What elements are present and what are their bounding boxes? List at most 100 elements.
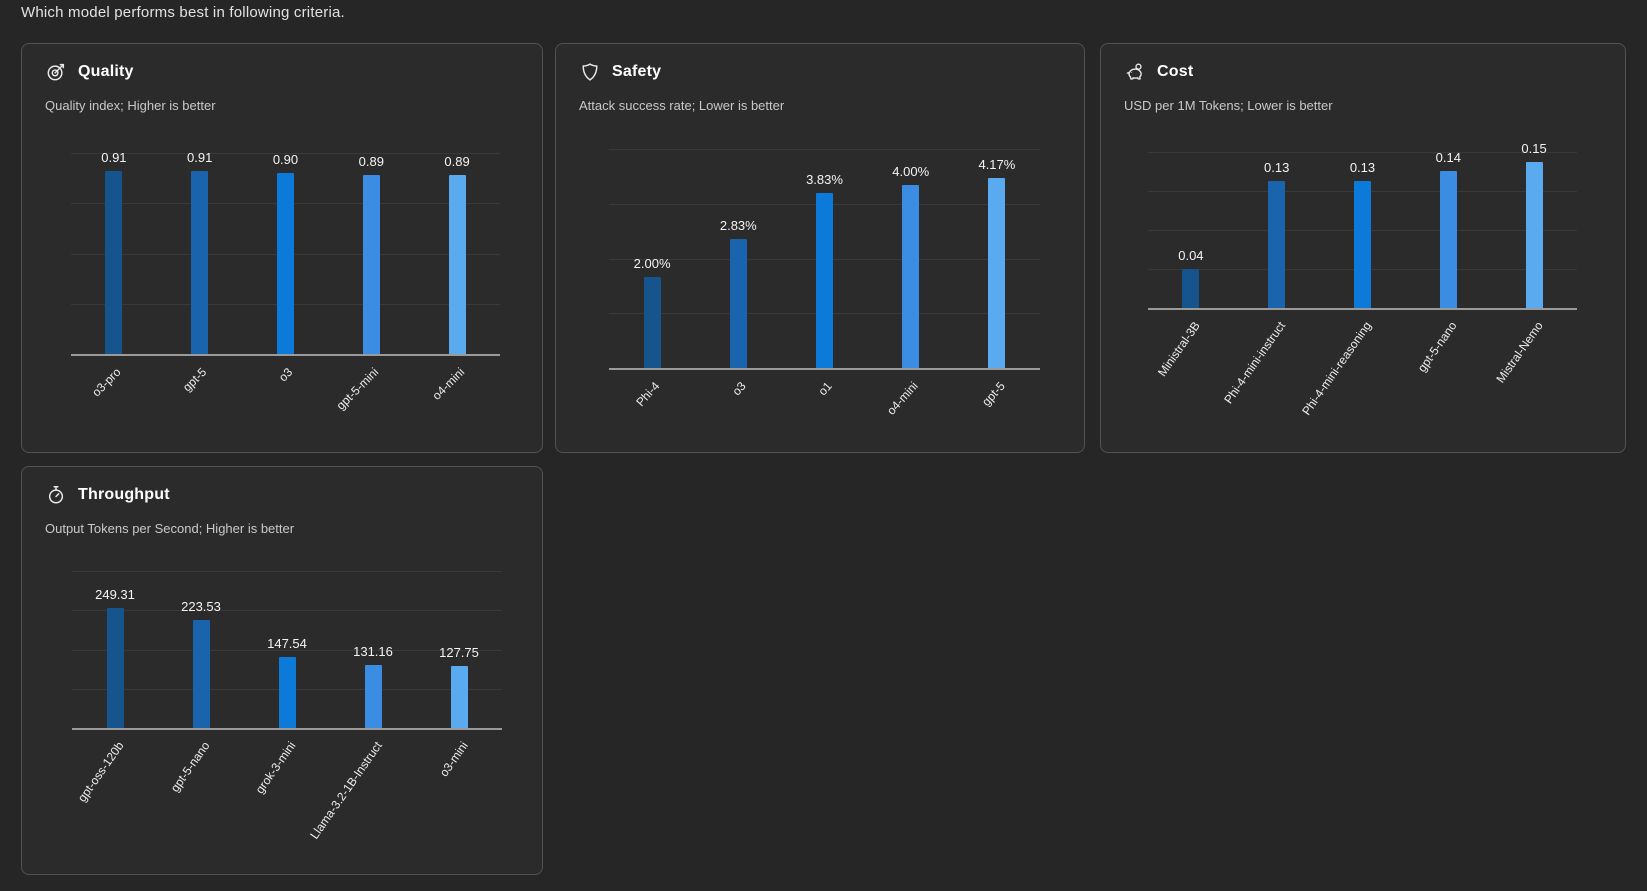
x-axis-label: gpt-5-nano — [1415, 319, 1460, 375]
cost-bar-chart: 0.04 0.13 0.13 0.14 0.15 Ministral-3B Phi-4-mi… — [1148, 141, 1577, 418]
bar-o3-pro — [105, 171, 123, 354]
x-axis-label: o3-mini — [436, 739, 471, 780]
bar-slot: 2.00% — [609, 149, 695, 368]
gridline — [72, 610, 502, 612]
bar-slot: 2.83% — [695, 149, 781, 368]
x-axis-label: Ministral-3B — [1154, 319, 1203, 379]
bar-o3-mini — [450, 666, 468, 728]
gridline — [1148, 152, 1577, 153]
bar-slot: 0.91 — [157, 150, 243, 354]
bar-grok-3-mini — [278, 657, 296, 728]
bar-value-label: 3.83% — [806, 172, 843, 187]
bar-slot: 223.53 — [158, 571, 244, 728]
bar-value-label: 147.54 — [267, 636, 307, 651]
bar-value-label: 0.14 — [1435, 150, 1461, 165]
x-axis-label: o3-pro — [89, 365, 124, 400]
bar-value-label: 0.15 — [1521, 141, 1547, 156]
bar-slot: 249.31 — [72, 571, 158, 728]
safety-card-header: Safety — [556, 44, 1084, 83]
x-axis-label: Llama-3.2-1B-Instruct — [306, 739, 385, 842]
bar-Phi-4 — [643, 277, 661, 368]
bar-value-label: 131.16 — [353, 644, 393, 659]
bar-value-label: 249.31 — [95, 587, 135, 602]
bar-slot: 0.13 — [1234, 152, 1320, 308]
bar-slot: 0.13 — [1320, 152, 1406, 308]
bar-gpt-5-nano — [192, 620, 210, 728]
bar-Ministral-3B — [1182, 269, 1200, 308]
gridline — [609, 149, 1040, 150]
throughput-bar-chart: 249.31 223.53 147.54 131.16 127.75 gpt-oss-12… — [72, 571, 502, 842]
throughput-card-header: Throughput — [22, 467, 542, 506]
bar-value-label: 127.75 — [439, 645, 479, 660]
target-arrow-icon — [45, 61, 67, 83]
bar-value-label: 0.04 — [1178, 248, 1204, 263]
bar-value-label: 2.00% — [633, 256, 671, 271]
gridline — [72, 649, 502, 651]
card-title: Throughput — [78, 486, 170, 503]
bar-value-label: 0.89 — [444, 154, 470, 169]
bar-value-label: 0.13 — [1349, 160, 1376, 175]
x-axis-label: o3 — [729, 379, 749, 399]
card-subtitle: Output Tokens per Second; Higher is bett… — [45, 521, 295, 536]
x-axis-label: Phi-4 — [633, 379, 663, 410]
bar-slot: 0.91 — [71, 150, 157, 354]
page-title: Which model performs best in following c… — [21, 4, 345, 21]
x-axis-label: gpt-5-mini — [333, 365, 382, 413]
bar-slot: 0.14 — [1405, 150, 1491, 308]
card-title: Quality — [78, 63, 134, 80]
bar-value-label: 0.91 — [187, 150, 213, 165]
bar-value-label: 4.17% — [978, 157, 1016, 172]
safety-card: Safety Attack success rate; Lower is bet… — [555, 43, 1085, 453]
cost-card: Cost USD per 1M Tokens; Lower is better … — [1100, 43, 1626, 453]
bar-o1 — [816, 193, 833, 368]
card-subtitle: Attack success rate; Lower is better — [579, 98, 785, 113]
bar-slot: 0.90 — [243, 152, 329, 354]
bar-value-label: 4.00% — [892, 164, 930, 179]
safety-bar-chart: 2.00% 2.83% 3.83% 4.00% 4.17% Phi-4 o3 o1 o4-min… — [609, 149, 1040, 418]
bar-value-label: 223.53 — [181, 599, 221, 614]
bar-value-label: 2.83% — [719, 218, 757, 233]
bar-slot: 4.00% — [868, 149, 954, 368]
bar-Mistral-Nemo — [1525, 162, 1543, 308]
bar-Llama-3.2-1B-Instruct — [364, 665, 382, 728]
bar-gpt-oss-120b — [106, 608, 124, 728]
card-title: Cost — [1157, 63, 1194, 80]
bar-gpt-5-mini — [362, 175, 380, 354]
bar-value-label: 0.90 — [272, 152, 299, 167]
card-subtitle: Quality index; Higher is better — [45, 98, 216, 113]
bar-o3 — [729, 239, 747, 368]
shield-icon — [579, 61, 601, 83]
x-axis-label: o4-mini — [884, 379, 922, 418]
bar-slot: 4.17% — [954, 149, 1040, 368]
cost-card-header: Cost — [1101, 44, 1625, 83]
bar-o4-mini — [448, 175, 466, 354]
x-axis-label: gpt-5 — [180, 365, 210, 395]
x-axis-label: o3 — [276, 365, 296, 385]
bar-slot: 0.15 — [1491, 141, 1577, 308]
quality-plot-area: 0.91 0.91 0.90 0.89 0.89 — [71, 150, 500, 356]
bar-slot: 127.75 — [416, 571, 502, 728]
stopwatch-icon — [45, 484, 67, 506]
cost-plot-area: 0.04 0.13 0.13 0.14 0.15 — [1148, 141, 1577, 310]
x-axis-label: grok-3-mini — [252, 739, 299, 797]
x-axis-label: Phi-4-mini-instruct — [1221, 319, 1289, 407]
bar-slot: 0.89 — [328, 153, 414, 354]
x-axis-label: o4-mini — [429, 365, 467, 403]
quality-bar-chart: 0.91 0.91 0.90 0.89 0.89 o3-pro gpt-5 o3 gpt-5-m… — [71, 150, 500, 413]
quality-card-header: Quality — [22, 44, 542, 83]
quality-card: Quality Quality index; Higher is better … — [21, 43, 543, 453]
x-axis-label: Phi-4-mini-reasoning — [1298, 319, 1374, 418]
gridline — [71, 153, 500, 154]
bar-slot: 131.16 — [330, 571, 416, 728]
bar-gpt-5 — [191, 171, 209, 354]
safety-plot-area: 2.00% 2.83% 3.83% 4.00% 4.17% — [609, 149, 1040, 370]
bar-gpt-5-nano — [1439, 171, 1457, 308]
x-axis-label: gpt-5 — [978, 379, 1008, 409]
bar-slot: 0.89 — [414, 153, 500, 354]
bar-gpt-5 — [988, 178, 1006, 368]
throughput-plot-area: 249.31 223.53 147.54 131.16 127.75 — [72, 571, 502, 730]
bar-value-label: 0.91 — [101, 150, 127, 165]
bar-value-label: 0.13 — [1264, 160, 1290, 175]
bar-Phi-4-mini-instruct — [1268, 181, 1286, 308]
